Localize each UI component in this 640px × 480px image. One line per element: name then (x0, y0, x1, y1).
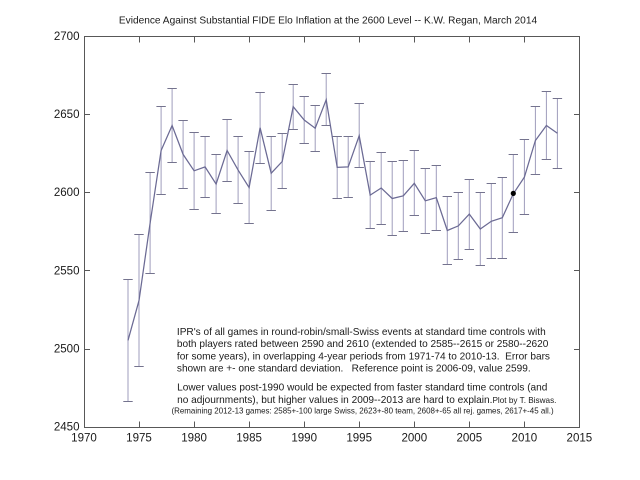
svg-text:1985: 1985 (236, 433, 262, 445)
svg-text:2700: 2700 (54, 31, 80, 43)
svg-text:2450: 2450 (54, 422, 80, 434)
svg-text:shown are +- one standard devi: shown are +- one standard deviation. Ref… (177, 364, 531, 375)
svg-text:Lower values post-1990 would b: Lower values post-1990 would be expected… (177, 382, 547, 393)
svg-text:1995: 1995 (346, 433, 372, 445)
svg-text:2600: 2600 (54, 187, 80, 199)
svg-text:2650: 2650 (54, 109, 80, 121)
svg-text:both players rated between 259: both players rated between 2590 and 2610… (177, 339, 549, 350)
svg-text:1980: 1980 (181, 433, 207, 445)
svg-text:1970: 1970 (71, 433, 97, 445)
svg-text:for some years), in overlappin: for some years), in overlapping 4-year p… (177, 351, 550, 362)
svg-text:no adjournments), but higher v: no adjournments), but higher values in 2… (177, 395, 556, 406)
svg-text:1990: 1990 (291, 433, 317, 445)
svg-text:(Remaining 2012-13 games: 2585: (Remaining 2012-13 games: 2585+-100 larg… (172, 406, 554, 415)
svg-text:Evidence Against Substantial F: Evidence Against Substantial FIDE Elo In… (119, 16, 538, 27)
svg-text:2010: 2010 (512, 433, 538, 445)
svg-text:1975: 1975 (126, 433, 152, 445)
svg-text:2015: 2015 (567, 433, 593, 445)
svg-text:2005: 2005 (456, 433, 482, 445)
svg-text:2550: 2550 (54, 265, 80, 277)
svg-text:IPR's of all games in round-ro: IPR's of all games in round-robin/small-… (177, 327, 546, 338)
svg-text:2000: 2000 (401, 433, 427, 445)
svg-text:2500: 2500 (54, 344, 80, 356)
